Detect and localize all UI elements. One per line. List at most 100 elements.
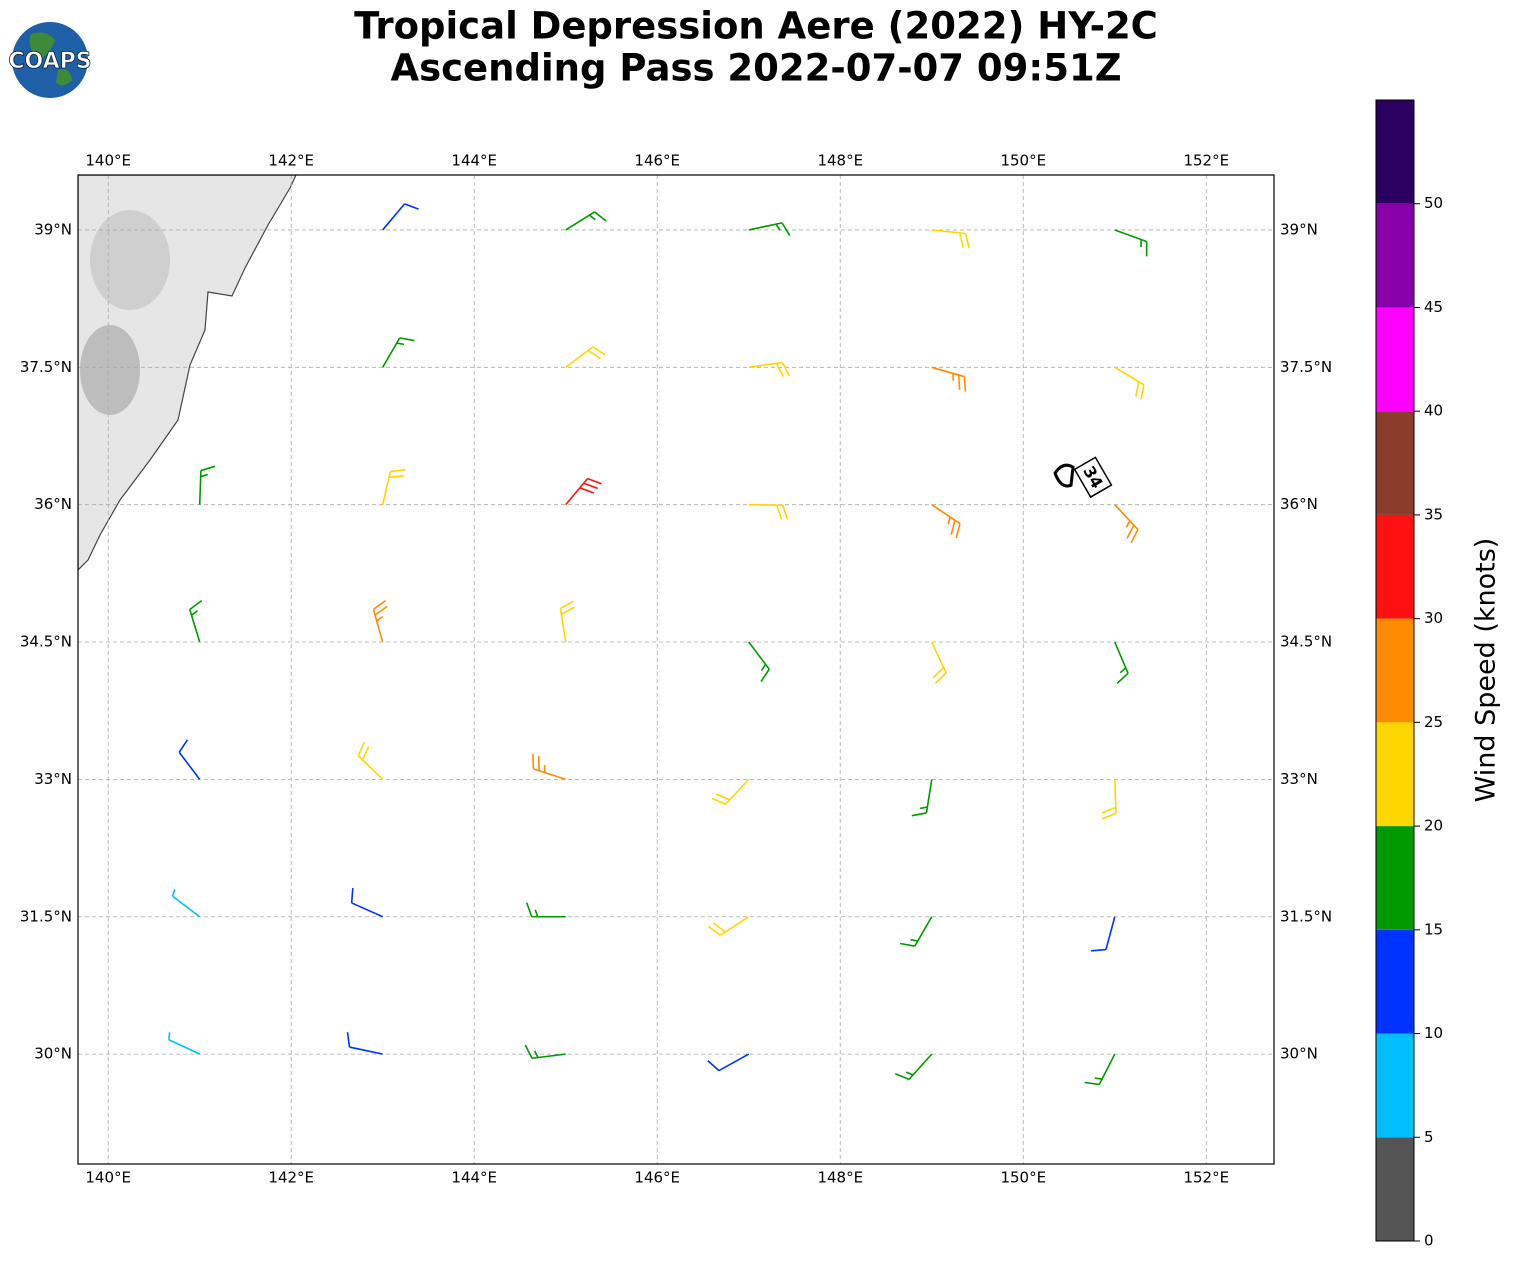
wind-barb xyxy=(357,741,384,780)
wind-barb xyxy=(931,366,967,392)
x-tick-label: 140°E xyxy=(85,152,131,170)
wind-barb xyxy=(382,337,415,368)
y-tick-label: 30°N xyxy=(34,1045,72,1063)
wind-barb xyxy=(171,888,201,918)
map-frame xyxy=(77,174,1275,1165)
colorbar-segment xyxy=(1376,1137,1414,1241)
wind-barb xyxy=(382,203,419,231)
colorbar-tick-label: 35 xyxy=(1424,505,1443,523)
wind-barb xyxy=(748,361,791,377)
colorbar-tick-label: 0 xyxy=(1424,1232,1434,1250)
x-tick-label: 148°E xyxy=(817,1169,863,1187)
wind-barb xyxy=(707,1053,750,1072)
wind-barb xyxy=(931,641,947,684)
wind-barbs: 34 xyxy=(168,203,1148,1086)
colorbar-tick-label: 45 xyxy=(1424,298,1443,316)
wind-barb xyxy=(1114,366,1145,400)
colorbar-segment xyxy=(1376,618,1414,723)
colorbar-segment xyxy=(1376,722,1414,827)
y-tick-label: 31.5°N xyxy=(20,907,72,925)
colorbar-tick-label: 40 xyxy=(1424,402,1443,420)
logo: COAPS xyxy=(8,22,92,98)
y-tick-label: 36°N xyxy=(1280,495,1318,513)
x-tick-label: 152°E xyxy=(1183,1169,1229,1187)
x-tick-label: 146°E xyxy=(634,152,680,170)
y-tick-label: 33°N xyxy=(1280,770,1318,788)
y-tick-label: 33°N xyxy=(34,770,72,788)
x-tick-label: 144°E xyxy=(451,152,497,170)
wind-barb xyxy=(1091,916,1116,952)
wind-barb xyxy=(559,600,575,643)
wind-barb xyxy=(381,469,406,505)
y-tick-label: 30°N xyxy=(1280,1045,1318,1063)
wind-barb xyxy=(565,477,602,506)
colorbar-tick-label: 50 xyxy=(1424,194,1443,212)
x-tick-label: 150°E xyxy=(1000,1169,1046,1187)
terrain xyxy=(80,325,140,415)
colorbar-frame xyxy=(1375,99,1415,1242)
wind-barb xyxy=(711,778,750,805)
wind-barb xyxy=(525,902,566,918)
x-tick-label: 150°E xyxy=(1000,152,1046,170)
colorbar-segment xyxy=(1376,100,1414,204)
wind-barb xyxy=(1114,229,1148,257)
x-tick-label: 146°E xyxy=(634,1169,680,1187)
colorbar-tick-label: 20 xyxy=(1424,817,1443,835)
chart-subtitle: Ascending Pass 2022-07-07 09:51Z xyxy=(390,47,1121,90)
wind-barb xyxy=(350,888,384,918)
storm-marker xyxy=(1053,463,1075,488)
y-tick-label: 34.5°N xyxy=(1280,633,1332,651)
colorbar-tick-label: 25 xyxy=(1424,713,1443,731)
colorbar-segment xyxy=(1376,411,1414,515)
y-tick-label: 39°N xyxy=(1280,220,1318,238)
wind-barb xyxy=(894,1053,933,1081)
colorbar-segment xyxy=(1376,514,1414,619)
x-tick-label: 148°E xyxy=(817,152,863,170)
wind-barb xyxy=(748,222,791,236)
wind-barb xyxy=(178,739,201,780)
wind-barb xyxy=(911,779,933,817)
colorbar-tick-label: 15 xyxy=(1424,920,1443,938)
x-tick-label: 140°E xyxy=(85,1169,131,1187)
colorbar-tick-label: 5 xyxy=(1424,1128,1434,1146)
wind-barb xyxy=(532,753,566,781)
y-tick-label: 36°N xyxy=(34,495,72,513)
wind-barb xyxy=(899,916,933,947)
wind-barb xyxy=(1084,1053,1116,1086)
wind-barb xyxy=(1114,641,1129,684)
wind-barb xyxy=(168,1032,201,1055)
y-tick-label: 39°N xyxy=(34,220,72,238)
x-tick-label: 142°E xyxy=(268,152,314,170)
storm-label-box xyxy=(1073,456,1113,499)
wind-barb xyxy=(707,916,750,936)
wind-barb xyxy=(188,599,203,643)
wind-barb xyxy=(1114,504,1139,544)
wind-barb xyxy=(1101,779,1117,820)
chart-title: Tropical Depression Aere (2022) HY-2C xyxy=(354,5,1158,48)
wind-barb xyxy=(748,503,789,520)
wind-barb xyxy=(931,504,961,539)
colorbar-segment xyxy=(1376,1033,1414,1138)
colorbar: 0 5 10 15 20 25 30 35 40 45 50 xyxy=(1375,99,1443,1250)
y-tick-label: 37.5°N xyxy=(20,358,72,376)
wind-barb xyxy=(346,1032,383,1055)
wind-barb xyxy=(565,211,607,231)
x-tick-label: 142°E xyxy=(268,1169,314,1187)
wind-barb xyxy=(372,600,388,643)
wind-barb xyxy=(565,346,606,368)
grid xyxy=(78,175,1274,1164)
logo-land xyxy=(29,32,72,86)
map-area: 34 xyxy=(78,175,1274,1164)
colorbar-tick-label: 30 xyxy=(1424,609,1443,627)
colorbar-segment xyxy=(1376,826,1414,930)
map-ticks: 140°E 140°E 142°E 142°E 144°E 144°E 146°E 146°E… xyxy=(20,152,1332,1187)
terrain xyxy=(90,210,170,310)
wind-barb xyxy=(931,229,970,249)
colorbar-segment xyxy=(1376,929,1414,1034)
colorbar-segment xyxy=(1376,307,1414,412)
y-tick-label: 31.5°N xyxy=(1280,907,1332,925)
wind-barb xyxy=(198,465,216,505)
logo-text: COAPS xyxy=(8,49,91,74)
x-tick-label: 144°E xyxy=(451,1169,497,1187)
